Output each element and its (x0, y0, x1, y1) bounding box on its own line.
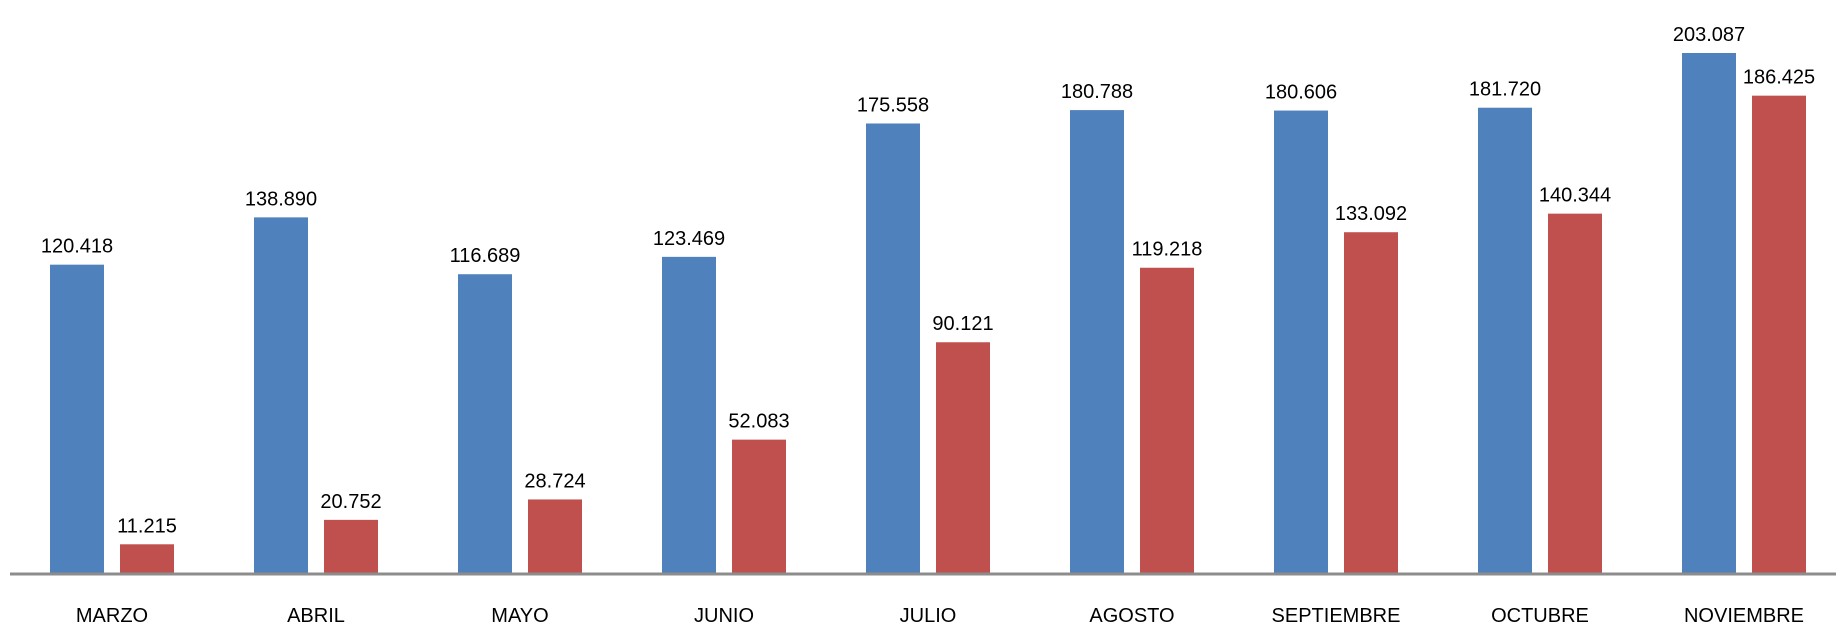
x-tick-label: JUNIO (694, 605, 754, 627)
value-label: 175.558 (857, 94, 929, 116)
x-tick-label: SEPTIEMBRE (1272, 605, 1401, 627)
value-label: 180.788 (1061, 81, 1133, 103)
value-label: 119.218 (1132, 239, 1203, 261)
bar (1478, 107, 1532, 574)
x-tick-label: MAYO (491, 605, 548, 627)
value-label: 133.092 (1335, 203, 1407, 225)
bar (1548, 213, 1602, 573)
value-label: 120.418 (41, 236, 113, 258)
bar (254, 217, 308, 574)
value-label: 181.720 (1469, 79, 1541, 101)
bar (1752, 95, 1806, 573)
bar (458, 274, 512, 573)
value-label: 52.083 (728, 411, 789, 433)
value-label: 140.344 (1539, 185, 1611, 207)
x-tick-label: MARZO (76, 605, 148, 627)
bar (1070, 110, 1124, 573)
value-label: 90.121 (932, 313, 993, 335)
value-label: 186.425 (1743, 67, 1815, 89)
bar (662, 256, 716, 573)
value-label: 28.724 (524, 470, 585, 492)
value-label: 203.087 (1673, 24, 1745, 46)
x-tick-label: JULIO (900, 605, 957, 627)
value-label: 180.606 (1265, 82, 1337, 104)
bar (1274, 110, 1328, 573)
value-label: 123.469 (653, 228, 725, 250)
bar (1140, 267, 1194, 573)
bar (936, 342, 990, 573)
x-tick-label: OCTUBRE (1491, 605, 1589, 627)
bar (866, 123, 920, 573)
bar (1344, 232, 1398, 573)
bar (324, 519, 378, 573)
value-label: 20.752 (320, 491, 381, 513)
x-tick-label: NOVIEMBRE (1684, 605, 1804, 627)
value-label: 11.215 (117, 515, 177, 537)
value-label: 138.890 (245, 188, 317, 210)
bar (120, 544, 174, 573)
x-tick-label: AGOSTO (1089, 605, 1174, 627)
x-tick-label: ABRIL (287, 605, 345, 627)
bar (732, 439, 786, 573)
bar (50, 264, 104, 573)
bar (528, 499, 582, 573)
value-label: 116.689 (450, 245, 521, 267)
bar (1682, 53, 1736, 573)
